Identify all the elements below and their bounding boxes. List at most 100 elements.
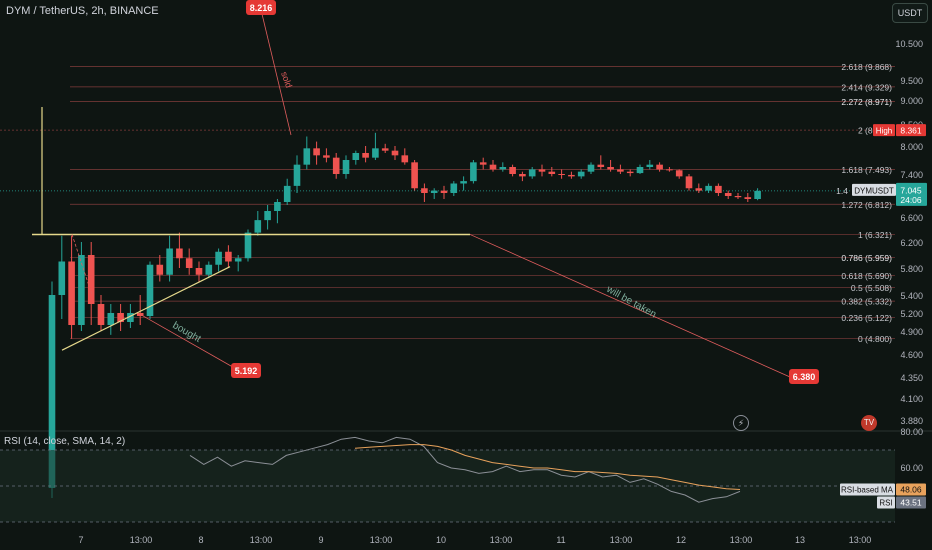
rsi-ma-tag: RSI-based MA (841, 485, 894, 494)
high-value-box (896, 124, 926, 137)
candle-body (332, 157, 340, 174)
candle-body (146, 264, 154, 316)
candle-body (411, 162, 418, 189)
candle-body (519, 174, 526, 177)
candle-body (323, 155, 330, 158)
candle-body (430, 190, 438, 193)
sold-value: 8.216 (250, 3, 273, 13)
candle-body (440, 190, 448, 193)
dashed-projection-line (71, 234, 93, 296)
candle-body (460, 181, 467, 184)
candle-body (558, 174, 565, 175)
candle-body (695, 188, 703, 191)
candle-body (274, 202, 281, 211)
candle-body (607, 167, 614, 170)
candle-body (362, 153, 369, 158)
y-tick-label: 4.900 (900, 327, 923, 337)
candle-body (597, 164, 605, 167)
bought-text: bought (171, 320, 203, 345)
candle-body (68, 261, 75, 325)
taken-box (789, 369, 819, 384)
candle-body (744, 197, 752, 199)
rsi-y-tick-label: 60.00 (900, 463, 923, 473)
fib-level-label: 0.5 (5.508) (851, 283, 892, 293)
candle-body (117, 313, 124, 322)
rsi-indicator-title[interactable]: RSI (14, close, SMA, 14, 2) (4, 436, 126, 447)
candle-body (646, 164, 654, 167)
taken-value: 6.380 (793, 372, 816, 382)
candle-body (107, 313, 115, 325)
currency-button[interactable]: USDT (892, 3, 928, 23)
x-tick-label: 13:00 (130, 535, 153, 545)
y-tick-label: 8.000 (900, 142, 923, 152)
y-tick-label: 4.350 (900, 373, 923, 383)
x-tick-label: 13:00 (849, 535, 872, 545)
rsi-line (189, 436, 741, 503)
candle-body (185, 258, 193, 268)
x-tick-label: 13:00 (250, 535, 273, 545)
candle-body (381, 148, 389, 151)
lightning-icon[interactable]: ⚡ (733, 415, 749, 431)
candle-body (754, 190, 761, 199)
candle-body (675, 170, 683, 177)
sold-text: sold (279, 70, 294, 89)
candle-body (352, 153, 360, 160)
candle-body (156, 264, 164, 275)
candle-body (127, 313, 134, 322)
x-tick-label: 10 (436, 535, 446, 545)
rsi-ma-tag-box (840, 483, 895, 496)
candle-body (254, 220, 262, 233)
candle-body (313, 148, 320, 156)
fib-level-label: 0.382 (5.332) (841, 297, 892, 307)
will-be-taken-text: will be taken (604, 284, 658, 321)
candle-body (391, 150, 399, 156)
candle-body (293, 164, 301, 186)
y-tick-label: 7.400 (900, 170, 923, 180)
bought-value: 5.192 (235, 366, 258, 376)
x-tick-label: 11 (556, 535, 565, 545)
y-tick-label: 5.800 (900, 264, 923, 274)
chart-title: DYM / TetherUS, 2h, BINANCE (6, 5, 159, 17)
y-tick-label: 9.500 (900, 76, 923, 86)
sold-arrow-line (261, 13, 292, 136)
fib-level-label: 0 (4.800) (858, 334, 892, 344)
candle-body (48, 295, 56, 488)
rsi-ma-value-box (896, 483, 926, 496)
bought-arrow-line (139, 313, 239, 371)
fib-level-label: 2.618 (9.868) (841, 62, 892, 72)
tradingview-logo-icon[interactable]: TV (861, 415, 877, 431)
candle-body (470, 162, 477, 182)
candle-body (636, 167, 644, 174)
candle-body (734, 196, 742, 198)
x-tick-label: 13:00 (730, 535, 753, 545)
last-price: 7.045 (900, 185, 922, 195)
candle-body (176, 248, 183, 259)
rsi-y-tick-label: 80.00 (900, 427, 923, 437)
candle-body (58, 261, 66, 295)
candle-body (97, 304, 105, 325)
candle-body (264, 211, 271, 221)
candle-body (87, 255, 95, 304)
candle-body (421, 188, 428, 193)
candle-body (705, 185, 712, 191)
fib-level-label: 1 (6.321) (858, 230, 892, 240)
candle-body (372, 148, 379, 158)
candle-body (548, 171, 556, 174)
y-tick-label: 5.400 (900, 291, 923, 301)
y-tick-label: 6.600 (900, 213, 923, 223)
candle-body (401, 155, 409, 163)
rsi-ma-line (354, 444, 741, 490)
candle-body (283, 185, 291, 202)
candle-body (225, 251, 232, 262)
candle-body (195, 268, 203, 275)
x-tick-label: 12 (676, 535, 686, 545)
y-tick-label: 10.500 (895, 39, 923, 49)
sold-box (246, 0, 276, 15)
x-tick-label: 13:00 (370, 535, 393, 545)
candle-body (215, 251, 222, 265)
fib-level-label: 1.618 (7.493) (841, 165, 892, 175)
candle-body (489, 164, 497, 170)
x-tick-label: 9 (318, 535, 323, 545)
x-tick-label: 7 (78, 535, 83, 545)
